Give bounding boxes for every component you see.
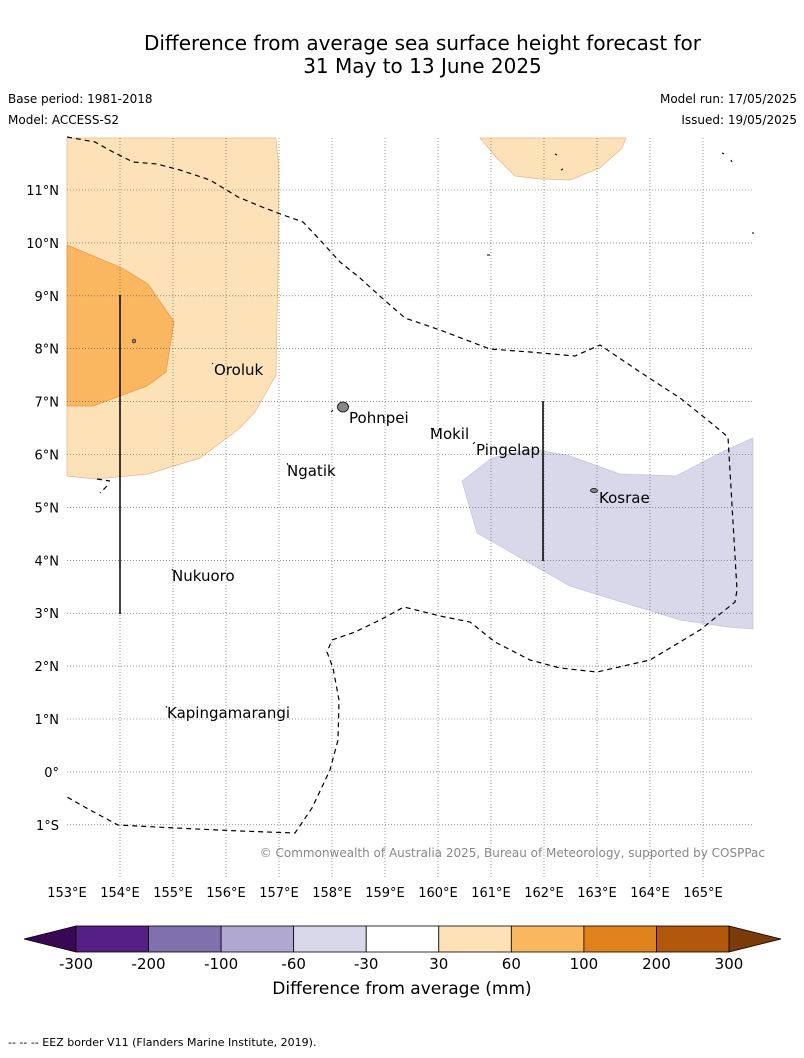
mokil-islet — [430, 427, 433, 430]
colorbar-tick-label: 200 — [642, 955, 671, 973]
base-period-label: Base period: 1981-2018 — [8, 92, 153, 106]
eez-border-fragment — [96, 478, 111, 494]
colorbar-tick-label: 300 — [715, 955, 744, 973]
colorbar-tick-label: -200 — [132, 955, 166, 973]
north-islet-1 — [554, 153, 564, 171]
place-labels: Oroluk Pohnpei Mokil Pingelap Ngatik Kos… — [167, 361, 650, 722]
longitude-labels: 153°E 154°E 155°E 156°E 157°E 158°E 159°E 160°E… — [47, 886, 723, 901]
colorbar-box — [293, 925, 367, 953]
colorbar-boxes — [23, 925, 782, 953]
colorbar-box — [438, 925, 512, 953]
colorbar-box — [656, 925, 730, 953]
colorbar-box — [148, 925, 222, 953]
colorbar-box — [75, 925, 149, 953]
longitude-label: 156°E — [206, 886, 246, 901]
model-label: Model: ACCESS-S2 — [8, 113, 120, 127]
latitude-label: 11°N — [26, 184, 59, 199]
anomaly-30-60-region-north — [479, 137, 627, 181]
longitude-label: 155°E — [153, 886, 193, 901]
colorbar-tick-label: -300 — [59, 955, 93, 973]
longitude-label: 163°E — [577, 886, 617, 901]
longitude-label: 153°E — [47, 886, 87, 901]
eez-footnote: -- -- -- EEZ border V11 (Flanders Marine… — [8, 1036, 317, 1049]
pingelap-islet — [472, 441, 476, 445]
anomaly-minus30-minus60-region-east — [461, 437, 754, 630]
latitude-label: 5°N — [35, 501, 60, 516]
oroluk-lagoon-island — [132, 338, 136, 344]
islands — [132, 152, 754, 708]
north-islet-2 — [721, 152, 733, 163]
latitude-label: 7°N — [35, 396, 60, 411]
longitude-label: 165°E — [683, 886, 723, 901]
place-label-ngatik: Ngatik — [287, 462, 336, 480]
place-label-oroluk: Oroluk — [214, 361, 263, 379]
longitude-label: 164°E — [630, 886, 670, 901]
colorbar-tick-label: -100 — [204, 955, 238, 973]
colorbar-box — [365, 925, 440, 953]
colorbar-tick-label: 100 — [570, 955, 599, 973]
colorbar-extend-low — [23, 925, 77, 953]
colorbar-tick-label: 60 — [502, 955, 521, 973]
kosrae-island — [590, 488, 598, 493]
colorbar-tick-label: -30 — [354, 955, 379, 973]
place-label-kosrae: Kosrae — [599, 489, 650, 507]
colorbar-extend-high — [728, 925, 782, 953]
longitude-label: 157°E — [259, 886, 299, 901]
ngatik-islet — [286, 462, 289, 466]
latitude-label: 3°N — [35, 607, 60, 622]
latitude-label: 4°N — [35, 554, 60, 569]
title-line-2: 31 May to 13 June 2025 — [303, 54, 542, 78]
kapingamarangi-islet — [165, 705, 168, 708]
model-run-label: Model run: 17/05/2025 — [659, 92, 797, 106]
colorbar-tick-labels: -300 -200 -100 -60 -30 30 60 100 200 300 — [59, 955, 743, 973]
latitude-label: 1°N — [35, 713, 60, 728]
place-label-mokil: Mokil — [430, 425, 469, 443]
colorbar-tick-label: 30 — [429, 955, 448, 973]
latitude-label: 2°N — [35, 660, 60, 675]
latitude-labels: 11°N 10°N 9°N 8°N 7°N 6°N 5°N 4°N 3°N 2°N 1°N 0° 1°S — [26, 184, 59, 834]
colorbar-tick-label: -60 — [281, 955, 306, 973]
eez-border-north — [66, 136, 738, 834]
latitude-label: 0° — [44, 766, 59, 781]
latitude-label: 9°N — [35, 290, 60, 305]
issued-label: Issued: 19/05/2025 — [681, 113, 797, 127]
latitude-label: 6°N — [35, 449, 60, 464]
longitude-label: 160°E — [418, 886, 458, 901]
longitude-label: 162°E — [524, 886, 564, 901]
latitude-label: 8°N — [35, 343, 60, 358]
eez-borders — [66, 136, 738, 834]
place-label-pohnpei: Pohnpei — [349, 409, 409, 427]
colorbar-label: Difference from average (mm) — [272, 979, 532, 999]
oroluk-islet — [211, 362, 214, 365]
pohnpei-island — [337, 401, 349, 413]
copyright-notice: © Commonwealth of Australia 2025, Bureau… — [260, 846, 765, 860]
place-label-nukuoro: Nukuoro — [172, 567, 235, 585]
graticule — [67, 138, 753, 878]
colorbar-box — [220, 925, 295, 953]
latitude-label: 1°S — [36, 819, 59, 834]
chart-title: Difference from average sea surface heig… — [0, 32, 804, 78]
colorbar-box — [583, 925, 657, 953]
latitude-label: 10°N — [26, 237, 59, 252]
longitude-label: 154°E — [100, 886, 140, 901]
place-label-kapingamarangi: Kapingamarangi — [167, 704, 290, 722]
colorbar-box — [510, 925, 585, 953]
longitude-label: 158°E — [312, 886, 352, 901]
longitude-label: 159°E — [365, 886, 405, 901]
longitude-label: 161°E — [471, 886, 511, 901]
title-line-1: Difference from average sea surface heig… — [143, 31, 702, 55]
place-label-pingelap: Pingelap — [476, 441, 540, 459]
